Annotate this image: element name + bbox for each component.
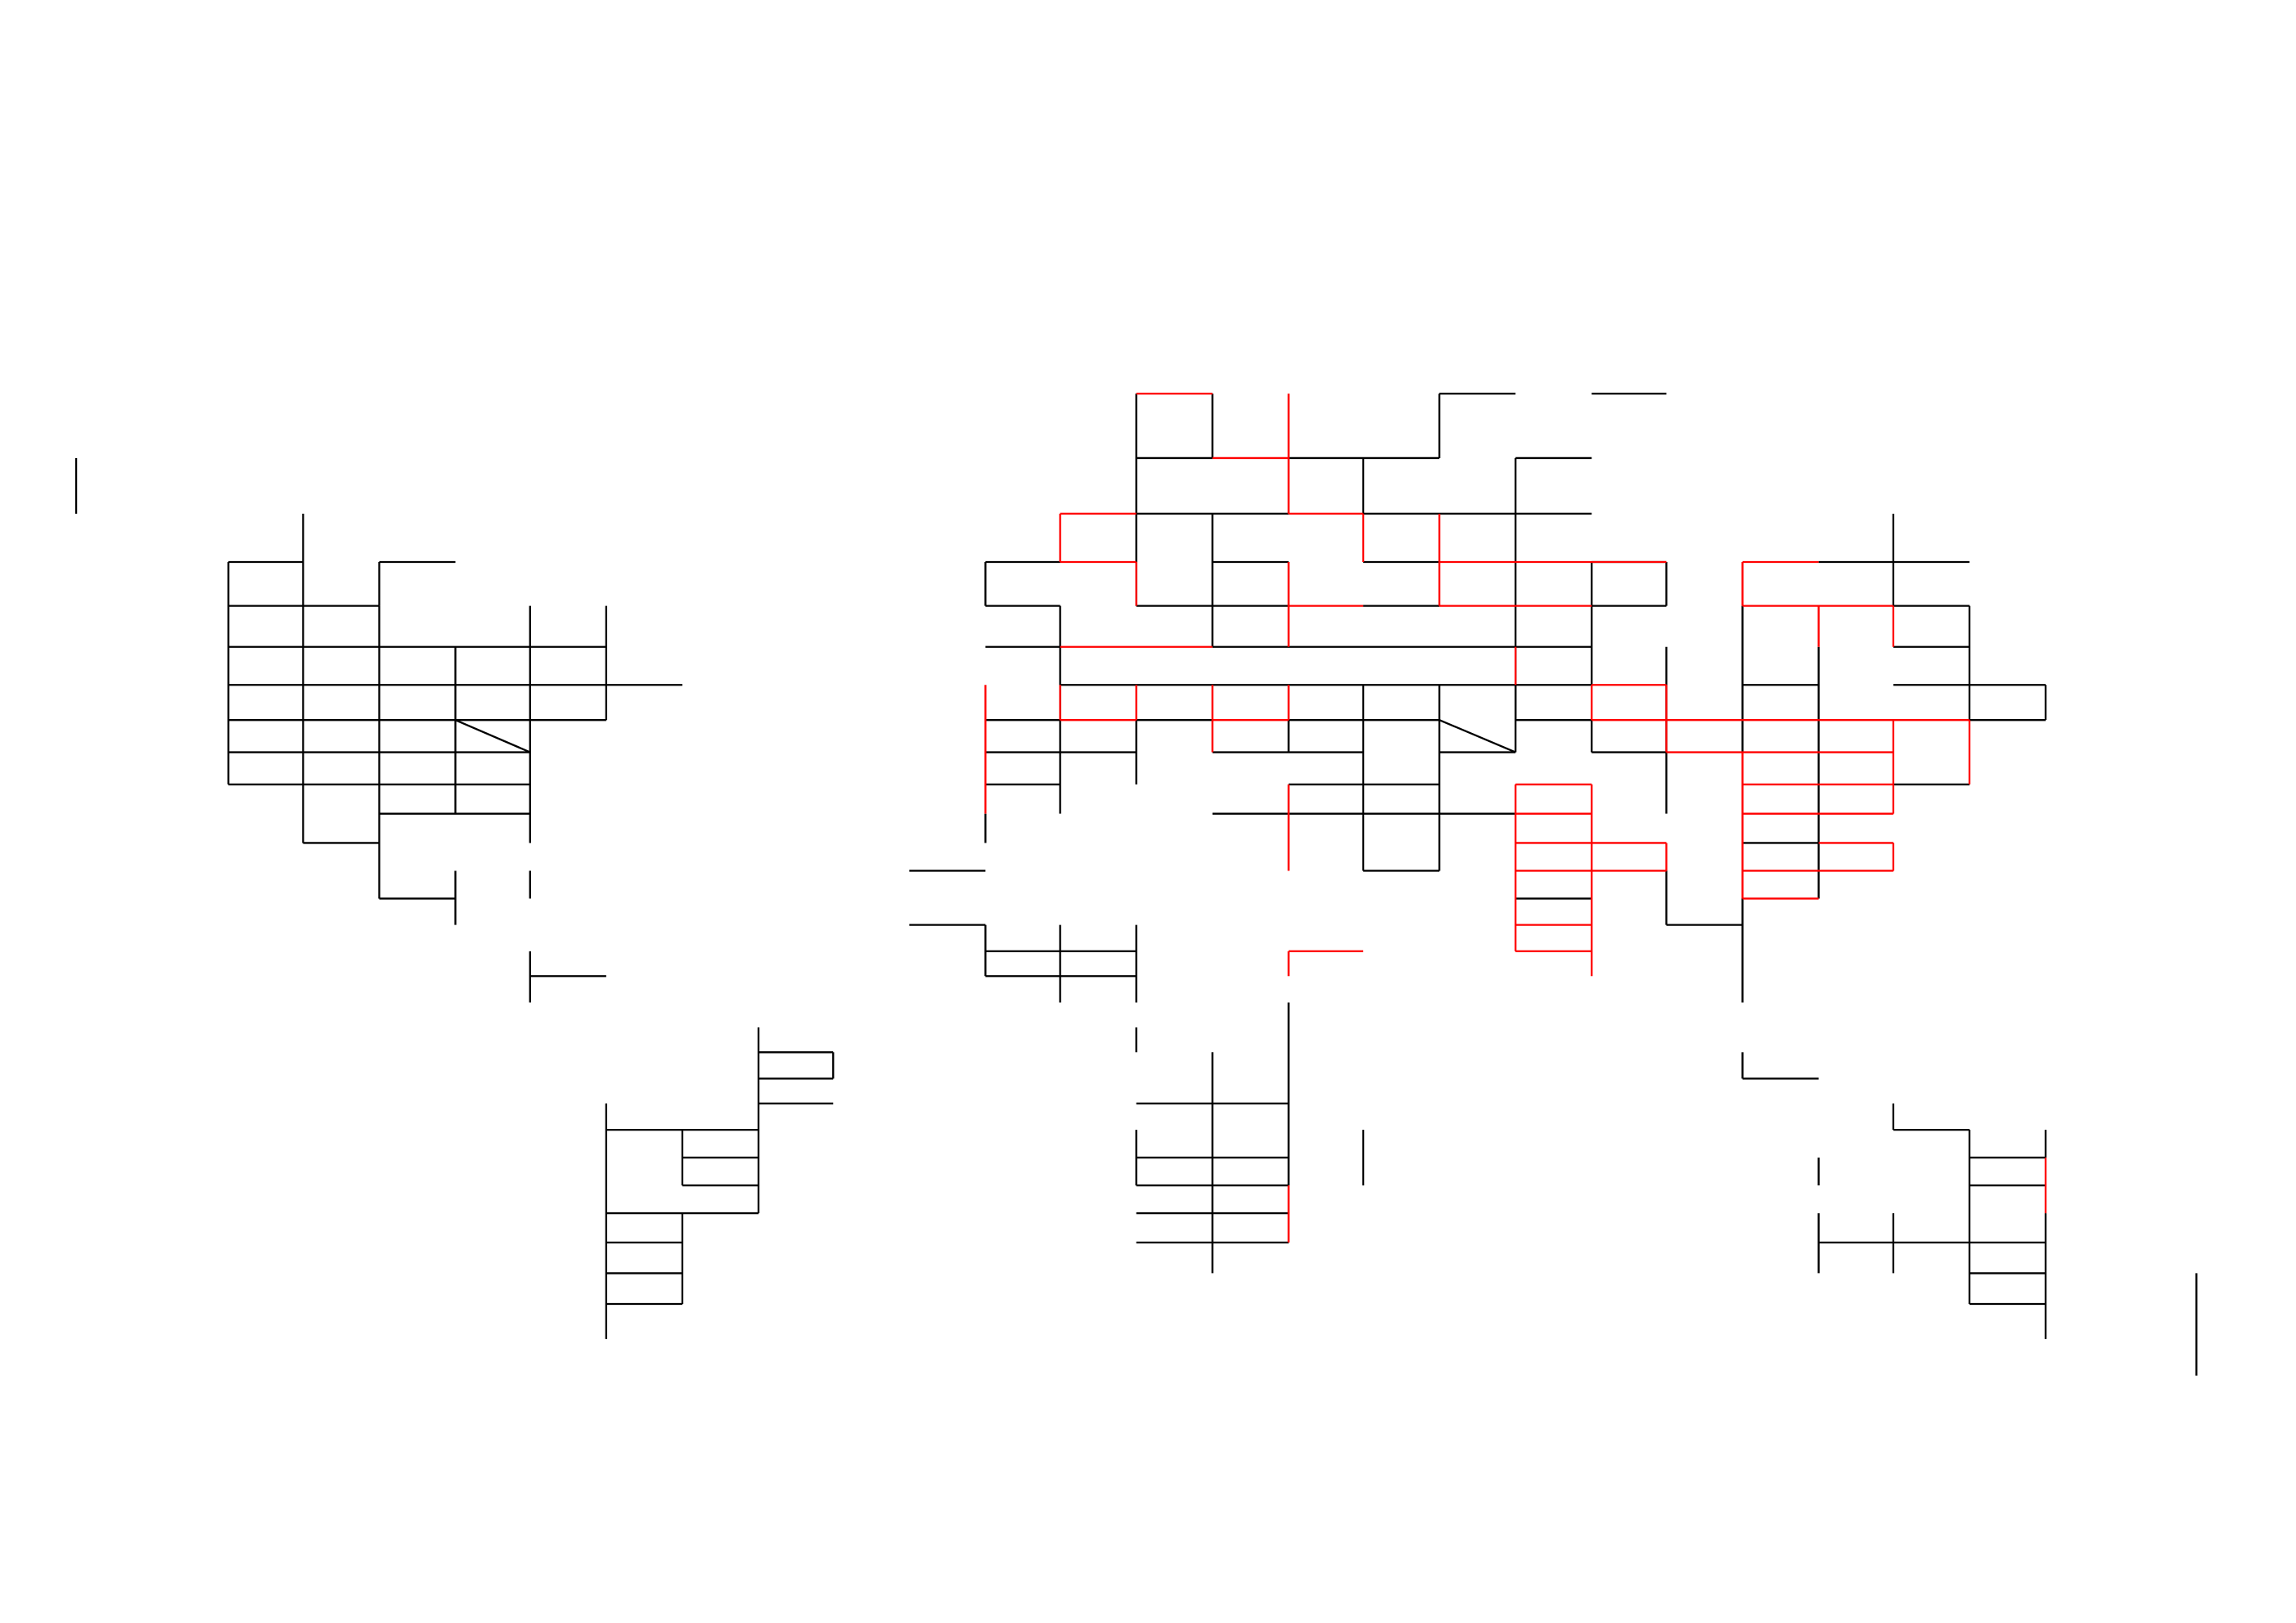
- grid-lines-red: [984, 393, 2047, 1243]
- grid-segment: [1438, 719, 1516, 753]
- grid-segment: [455, 719, 531, 753]
- grid-lines-black: [74, 393, 2198, 1376]
